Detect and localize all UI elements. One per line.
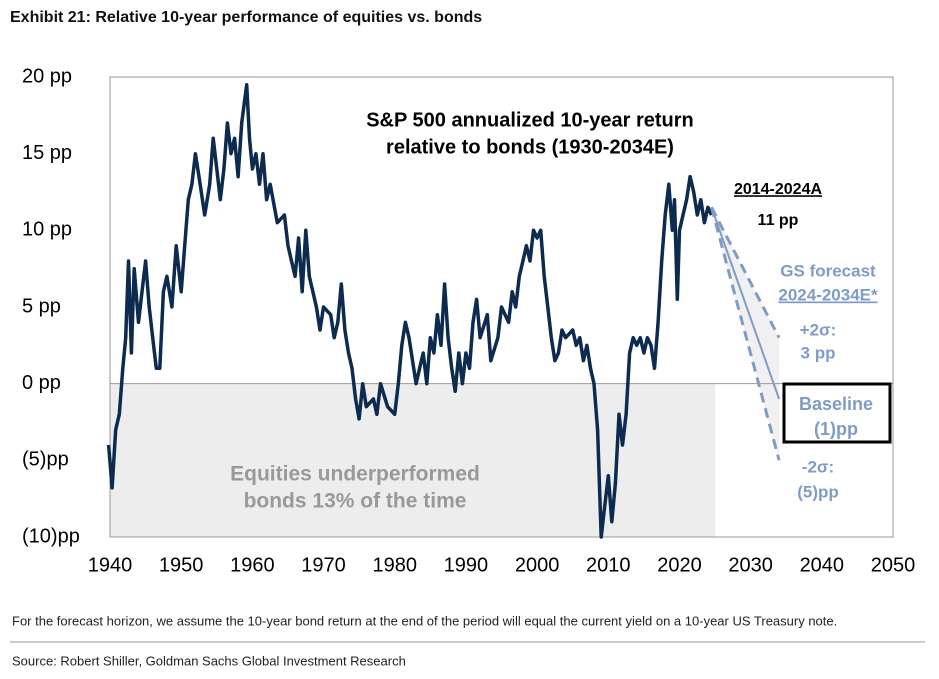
underperform-shade — [110, 383, 716, 537]
y-tick-label: 0 pp — [22, 372, 61, 394]
annotation: +2σ: — [800, 320, 837, 339]
x-tick-label: 2000 — [515, 554, 560, 576]
annotation: GS forecast — [780, 261, 876, 280]
plot-frame — [109, 76, 894, 538]
x-tick-label: 2030 — [728, 554, 773, 576]
y-tick-label: 5 pp — [22, 295, 61, 317]
forecast-line — [710, 206, 781, 400]
x-tick-label: 1960 — [230, 554, 275, 576]
forecast-line — [710, 206, 781, 339]
history-line — [106, 82, 714, 539]
annotation: 2024-2034E* — [778, 285, 878, 304]
footnote: For the forecast horizon, we assume the … — [12, 613, 837, 628]
chart-title: Exhibit 21: Relative 10-year performance… — [10, 9, 482, 26]
y-tick-label: 10 pp — [22, 219, 72, 241]
annotation: Baseline — [799, 394, 873, 414]
y-tick-label: (5)pp — [22, 449, 69, 471]
annotation: (1)pp — [814, 419, 858, 439]
baseline-box — [782, 382, 892, 444]
annotation: S&P 500 annualized 10-year return — [366, 109, 694, 131]
x-tick-label: 1970 — [301, 554, 346, 576]
x-tick-label: 1990 — [444, 554, 489, 576]
y-tick-label: 20 pp — [22, 65, 72, 87]
x-tick-label: 2010 — [586, 554, 631, 576]
x-tick-label: 1950 — [159, 554, 204, 576]
annotation: 2014-2024A — [734, 181, 823, 198]
annotation: bonds 13% of the time — [244, 490, 467, 513]
x-tick-label: 2050 — [871, 554, 916, 576]
y-tick-label: (10)pp — [22, 525, 80, 547]
y-tick-label: 15 pp — [22, 142, 72, 164]
annotation: 11 pp — [758, 212, 799, 229]
source: Source: Robert Shiller, Goldman Sachs Gl… — [12, 653, 406, 668]
annotation: Equities underperformed — [230, 463, 480, 486]
x-tick-label: 2020 — [657, 554, 702, 576]
annotation: (5)pp — [797, 482, 839, 501]
x-tick-label: 2040 — [800, 554, 845, 576]
forecast-line — [710, 206, 781, 461]
annotation: 3 pp — [801, 343, 836, 362]
annotation: -2σ: — [802, 457, 834, 476]
annotation: relative to bonds (1930-2034E) — [386, 136, 674, 158]
x-tick-label: 1940 — [88, 554, 133, 576]
x-tick-label: 1980 — [372, 554, 417, 576]
